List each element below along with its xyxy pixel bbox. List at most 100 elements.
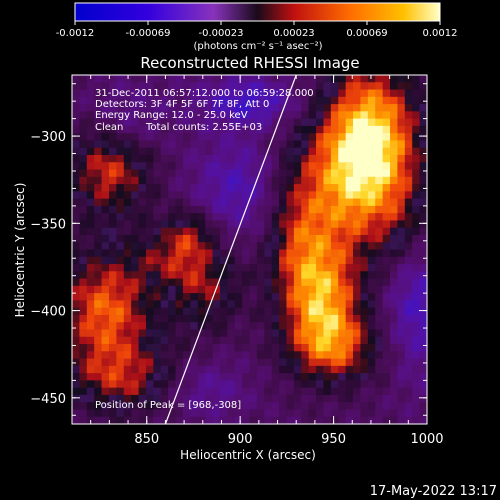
heatmap-cell (345, 176, 354, 185)
heatmap-cell (205, 256, 214, 265)
heatmap-cell (94, 307, 103, 316)
heatmap-cell (412, 191, 421, 200)
heatmap-cell (249, 394, 258, 403)
heatmap-cell (101, 351, 110, 360)
x-tick-label: 900 (228, 432, 253, 447)
heatmap-cell (242, 249, 251, 258)
heatmap-cell (323, 409, 332, 418)
heatmap-cell (116, 89, 125, 98)
heatmap-cell (182, 293, 191, 301)
heatmap-cell (323, 278, 332, 287)
heatmap-cell (79, 358, 88, 367)
heatmap-cell (375, 336, 384, 345)
heatmap-cell (308, 133, 317, 142)
heatmap-cell (79, 191, 88, 200)
heatmap-cell (101, 314, 110, 323)
heatmap-cell (308, 387, 317, 396)
heatmap-cell (108, 358, 117, 367)
heatmap-cell (397, 409, 406, 418)
heatmap-cell (123, 409, 132, 418)
heatmap-cell (382, 96, 391, 105)
heatmap-cell (101, 125, 110, 134)
heatmap-cell (94, 358, 103, 367)
heatmap-cell (234, 96, 243, 105)
heatmap-cell (153, 111, 162, 120)
heatmap-cell (360, 409, 369, 418)
heatmap-cell (123, 234, 132, 243)
heatmap-cell (397, 213, 406, 222)
heatmap-cell (101, 176, 110, 185)
heatmap-cell (168, 205, 177, 214)
heatmap-cell (153, 205, 162, 214)
heatmap-cell (227, 344, 236, 352)
heatmap-cell (153, 213, 162, 222)
heatmap-cell (153, 351, 162, 360)
heatmap-cell (72, 133, 80, 142)
heatmap-cell (131, 147, 140, 156)
heatmap-cell (101, 373, 110, 381)
heatmap-cell (279, 380, 288, 389)
heatmap-cell (153, 227, 162, 236)
heatmap-cell (360, 169, 369, 178)
heatmap-cell (345, 322, 354, 331)
heatmap-cell (353, 329, 362, 338)
heatmap-cell (382, 191, 391, 200)
heatmap-cell (168, 351, 177, 360)
heatmap-cell (286, 278, 295, 287)
heatmap-cell (264, 249, 273, 258)
heatmap-cell (227, 314, 236, 323)
heatmap-cell (116, 133, 125, 142)
heatmap-cell (249, 314, 258, 323)
heatmap-cell (79, 322, 88, 331)
heatmap-cell (256, 234, 265, 243)
heatmap-cell (338, 402, 347, 411)
heatmap-cell (175, 322, 184, 331)
heatmap-cell (367, 162, 376, 171)
heatmap-cell (175, 256, 184, 265)
heatmap-cell (227, 198, 236, 207)
heatmap-cell (108, 205, 117, 214)
heatmap-cell (367, 104, 376, 112)
heatmap-cell (138, 314, 147, 323)
heatmap-cell (345, 409, 354, 418)
heatmap-cell (160, 125, 169, 134)
heatmap-cell (375, 133, 384, 142)
heatmap-cell (79, 205, 88, 214)
heatmap-cell (271, 271, 280, 280)
heatmap-cell (390, 125, 399, 134)
heatmap-cell (419, 118, 428, 127)
heatmap-cell (219, 249, 228, 258)
heatmap-cell (338, 322, 347, 331)
heatmap-cell (286, 358, 295, 367)
heatmap-cell (382, 220, 391, 229)
heatmap-cell (242, 234, 251, 243)
heatmap-cell (279, 147, 288, 156)
heatmap-cell (286, 176, 295, 185)
heatmap-cell (190, 271, 199, 280)
heatmap-cell (308, 140, 317, 149)
heatmap-cell (367, 140, 376, 149)
heatmap-cell (271, 351, 280, 360)
heatmap-cell (242, 271, 251, 280)
heatmap-cell (168, 169, 177, 178)
heatmap-cell (205, 89, 214, 98)
heatmap-cell (264, 227, 273, 236)
heatmap-cell (360, 111, 369, 120)
heatmap-cell (138, 198, 147, 207)
heatmap-cell (145, 125, 154, 134)
heatmap-cell (190, 394, 199, 403)
heatmap-cell (286, 82, 295, 91)
heatmap-cell (227, 96, 236, 105)
heatmap-cell (367, 82, 376, 91)
heatmap-cell (242, 242, 251, 251)
heatmap-cell (271, 169, 280, 178)
heatmap-cell (212, 278, 221, 287)
heatmap-cell (375, 125, 384, 134)
heatmap-cell (108, 402, 117, 411)
heatmap-cell (286, 118, 295, 127)
heatmap-cell (197, 380, 206, 389)
heatmap-cell (375, 387, 384, 396)
heatmap-cell (153, 147, 162, 156)
heatmap-cell (345, 365, 354, 374)
heatmap-cell (419, 227, 428, 236)
